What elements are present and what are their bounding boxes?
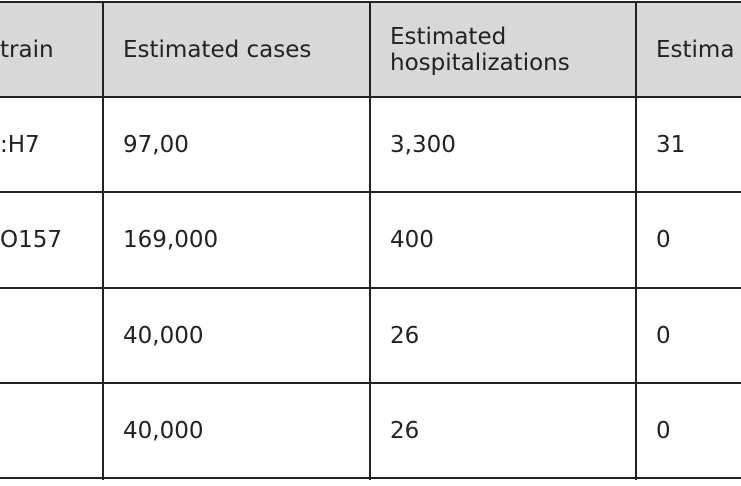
table-cell bbox=[0, 383, 103, 478]
header-cell: Estima bbox=[636, 2, 741, 97]
table-cell: 97,00 bbox=[123, 131, 189, 158]
header-cell: Estimated cases bbox=[103, 2, 370, 97]
table-cell: 169,000 bbox=[123, 227, 219, 253]
header-cell: train bbox=[0, 2, 103, 97]
row-border bbox=[0, 191, 741, 193]
table-cell: 0 bbox=[656, 322, 671, 349]
table-cell: :H7 bbox=[0, 131, 40, 158]
table-cell: 40,000 bbox=[123, 322, 204, 349]
table-cell: 400 bbox=[390, 227, 434, 253]
table-cell: O157 bbox=[0, 227, 63, 253]
column-border bbox=[102, 2, 104, 480]
column-border bbox=[369, 2, 371, 480]
row-border bbox=[0, 382, 741, 384]
row-border bbox=[0, 1, 741, 3]
row-border bbox=[0, 287, 741, 289]
table-cell: 26 bbox=[390, 322, 420, 349]
table-cell: 40,000 bbox=[123, 417, 204, 444]
table-cell: 0 bbox=[656, 227, 671, 253]
table-cell: 26 bbox=[390, 417, 420, 444]
table-cell: 31 bbox=[656, 131, 686, 158]
table-cell: 0 bbox=[656, 417, 671, 444]
table-cell bbox=[0, 288, 103, 383]
table-cell: 3,300 bbox=[390, 131, 456, 158]
row-border bbox=[0, 477, 741, 479]
header-cell: Estimated hospitalizations bbox=[370, 2, 636, 97]
column-border bbox=[635, 2, 637, 480]
row-border bbox=[0, 96, 741, 98]
